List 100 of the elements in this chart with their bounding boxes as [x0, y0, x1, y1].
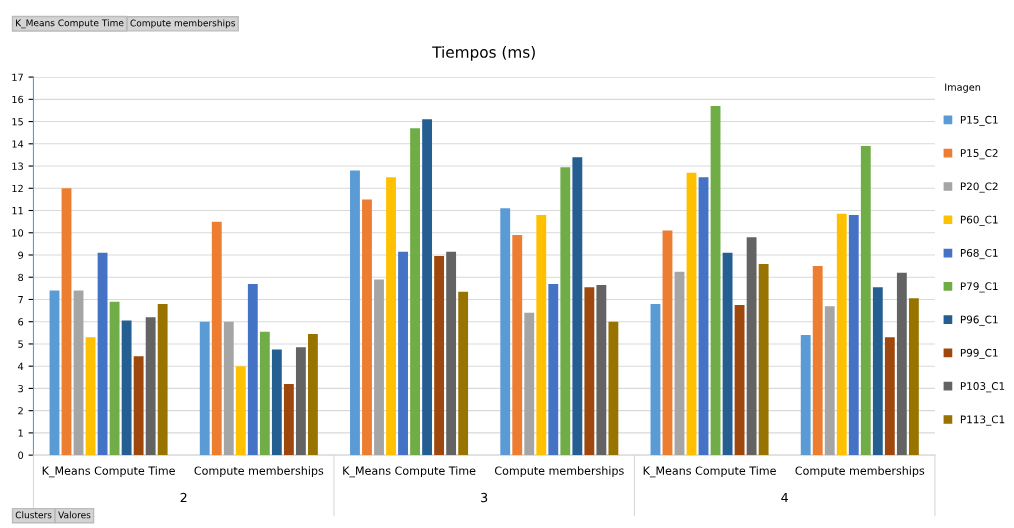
- bar: [446, 251, 457, 456]
- bar: [211, 221, 222, 456]
- legend-label: P15_C2: [960, 149, 998, 160]
- bar: [908, 298, 919, 456]
- bar: [145, 317, 156, 456]
- bar: [836, 213, 847, 456]
- legend-label: P99_C1: [960, 348, 998, 360]
- y-tick-label: 2: [18, 407, 23, 415]
- y-tick-label: 3: [18, 384, 23, 393]
- y-tick-label: 9: [18, 251, 24, 259]
- bar: [512, 234, 523, 456]
- bar: [121, 320, 132, 456]
- y-tick-label: 6: [18, 318, 24, 326]
- bar: [572, 157, 583, 456]
- y-tick-label: 5: [18, 340, 23, 348]
- bar: [560, 167, 571, 456]
- bar: [109, 301, 120, 456]
- chart-title: Tiempos (ms): [432, 46, 535, 61]
- legend-label: P20_C2: [960, 182, 998, 193]
- bar: [824, 306, 835, 456]
- y-tick-label: 13: [12, 162, 23, 170]
- bar: [458, 291, 469, 456]
- bar: [350, 170, 360, 456]
- bar: [73, 290, 84, 456]
- bar: [548, 283, 559, 456]
- y-tick-label: 10: [12, 229, 24, 237]
- bar: [524, 312, 535, 456]
- bar: [860, 146, 871, 456]
- bar: [500, 208, 511, 456]
- text: K_Means Compute Time: [16, 19, 124, 29]
- bar: [800, 335, 811, 456]
- bar: [97, 252, 108, 456]
- bar: [674, 271, 685, 456]
- y-tick-label: 7: [18, 296, 23, 304]
- x-tick-label: Compute memberships: [194, 466, 324, 477]
- x-tick-label: Compute memberships: [795, 466, 925, 477]
- bar: [896, 272, 907, 456]
- legend-label: P79_C1: [960, 282, 998, 293]
- bar: [536, 214, 547, 456]
- y-tick-label: 11: [12, 207, 23, 215]
- text: Valores: [58, 511, 91, 519]
- bar: [271, 349, 282, 456]
- legend-label: P60_C1: [960, 215, 998, 226]
- bar: [596, 285, 607, 456]
- bar: [662, 230, 673, 456]
- bar: [872, 287, 883, 456]
- legend-label: P15_C1: [960, 115, 998, 126]
- bar: [608, 321, 619, 456]
- bar: [848, 214, 859, 456]
- y-tick-label: 4: [18, 362, 24, 370]
- y-tick-label: 8: [18, 273, 24, 282]
- bar: [386, 177, 396, 456]
- legend-label: P68_C1: [960, 248, 998, 260]
- bar: [686, 172, 697, 456]
- bar: [259, 331, 270, 456]
- legend-label: P103_C1: [960, 382, 1005, 393]
- x-tick-label: Compute memberships: [494, 466, 624, 477]
- y-tick-label: 16: [12, 95, 24, 104]
- x-tick-label: K_Means Compute Time: [42, 466, 175, 478]
- bar: [307, 333, 318, 456]
- y-tick-label: 17: [12, 73, 23, 81]
- legend-label: P96_C1: [960, 315, 998, 326]
- y-tick-label: 15: [12, 118, 23, 126]
- bar: [710, 106, 721, 456]
- bar: [85, 337, 96, 456]
- bar: [235, 366, 246, 456]
- bar: [812, 266, 823, 456]
- bar: [49, 290, 60, 456]
- y-tick-label: 0: [18, 451, 24, 459]
- bar: [61, 188, 72, 456]
- y-tick-label: 14: [12, 140, 24, 148]
- bar: [884, 337, 895, 456]
- legend-label: P113_C1: [960, 415, 1005, 426]
- text: Compute memberships: [130, 19, 236, 29]
- bar: [374, 279, 384, 456]
- text: 3: [481, 492, 488, 503]
- y-tick-label: 1: [18, 429, 23, 437]
- bar: [362, 199, 372, 456]
- bar: [698, 177, 709, 456]
- bar: [758, 263, 769, 456]
- x-tick-label: K_Means Compute Time: [343, 466, 476, 478]
- bar: [398, 251, 408, 456]
- bar: [734, 305, 745, 456]
- bar: [722, 252, 733, 456]
- text: 4: [781, 492, 788, 503]
- bar: [434, 256, 445, 456]
- bar: [650, 303, 661, 456]
- bar: [422, 119, 433, 456]
- y-tick-label: 12: [12, 184, 23, 192]
- bar: [410, 128, 420, 456]
- text: 2: [180, 492, 187, 503]
- bar: [584, 287, 595, 456]
- x-tick-label: K_Means Compute Time: [643, 466, 776, 478]
- bar: [247, 283, 258, 456]
- bar: [746, 237, 757, 456]
- bar: [283, 383, 294, 456]
- bar: [295, 347, 306, 456]
- bar: [133, 356, 144, 456]
- legend-title: Imagen: [945, 83, 981, 93]
- text: Clusters: [15, 511, 52, 519]
